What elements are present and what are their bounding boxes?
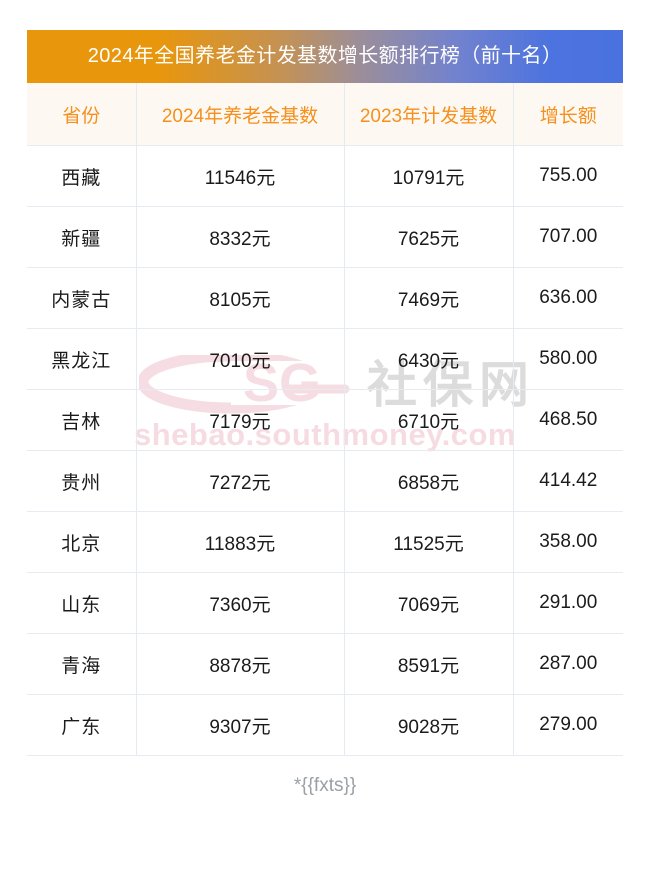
table-row: 青海 8878元 8591元 287.00: [27, 633, 623, 695]
cell-province: 西藏: [27, 145, 137, 207]
cell-base_2023: 8591元: [344, 633, 514, 695]
cell-growth: 414.42: [513, 450, 623, 512]
cell-base_2024: 8105元: [136, 267, 345, 329]
cell-base_2023: 7625元: [344, 206, 514, 268]
cell-base_2024: 7179元: [136, 389, 345, 451]
table-body: 西藏 11546元 10791元 755.00 新疆 8332元 7625元 707.00 内蒙…: [27, 145, 623, 756]
cell-growth: 279.00: [513, 694, 623, 756]
cell-province: 新疆: [27, 206, 137, 268]
table-row: 西藏 11546元 10791元 755.00: [27, 145, 623, 207]
table-row: 山东 7360元 7069元 291.00: [27, 572, 623, 634]
cell-growth: 755.00: [513, 145, 623, 207]
table-row: 广东 9307元 9028元 279.00: [27, 694, 623, 756]
column-header-province: 省份: [27, 83, 137, 146]
cell-base_2024: 7272元: [136, 450, 345, 512]
cell-growth: 580.00: [513, 328, 623, 390]
title-banner-row: 2024年全国养老金计发基数增长额排行榜（前十名）: [27, 30, 623, 83]
cell-province: 广东: [27, 694, 137, 756]
cell-province: 黑龙江: [27, 328, 137, 390]
ranking-table-container: 2024年全国养老金计发基数增长额排行榜（前十名） 省份 2024年养老金基数 …: [27, 30, 623, 756]
cell-base_2023: 6710元: [344, 389, 514, 451]
cell-base_2024: 7360元: [136, 572, 345, 634]
cell-province: 青海: [27, 633, 137, 695]
cell-base_2024: 9307元: [136, 694, 345, 756]
cell-province: 北京: [27, 511, 137, 573]
table-row: 北京 11883元 11525元 358.00: [27, 511, 623, 573]
cell-province: 山东: [27, 572, 137, 634]
cell-base_2023: 11525元: [344, 511, 514, 573]
cell-province: 内蒙古: [27, 267, 137, 329]
footer-note: *{{fxts}}: [293, 775, 357, 796]
cell-base_2023: 7069元: [344, 572, 514, 634]
column-header-base-2024: 2024年养老金基数: [136, 83, 345, 146]
cell-base_2023: 6858元: [344, 450, 514, 512]
cell-province: 贵州: [27, 450, 137, 512]
cell-growth: 636.00: [513, 267, 623, 329]
cell-base_2024: 7010元: [136, 328, 345, 390]
table-head: 2024年全国养老金计发基数增长额排行榜（前十名） 省份 2024年养老金基数 …: [27, 30, 623, 146]
cell-growth: 468.50: [513, 389, 623, 451]
cell-growth: 707.00: [513, 206, 623, 268]
cell-growth: 291.00: [513, 572, 623, 634]
table-row: 黑龙江 7010元 6430元 580.00: [27, 328, 623, 390]
cell-growth: 287.00: [513, 633, 623, 695]
table-row: 内蒙古 8105元 7469元 636.00: [27, 267, 623, 329]
table-row: 新疆 8332元 7625元 707.00: [27, 206, 623, 268]
cell-base_2024: 11546元: [136, 145, 345, 207]
table-row: 吉林 7179元 6710元 468.50: [27, 389, 623, 451]
table-title: 2024年全国养老金计发基数增长额排行榜（前十名）: [27, 30, 623, 83]
cell-province: 吉林: [27, 389, 137, 451]
column-header-growth: 增长额: [513, 83, 623, 146]
table-row: 贵州 7272元 6858元 414.42: [27, 450, 623, 512]
cell-base_2024: 11883元: [136, 511, 345, 573]
cell-base_2023: 7469元: [344, 267, 514, 329]
column-header-row: 省份 2024年养老金基数 2023年计发基数 增长额: [27, 83, 623, 146]
cell-base_2023: 6430元: [344, 328, 514, 390]
cell-base_2024: 8332元: [136, 206, 345, 268]
column-header-base-2023: 2023年计发基数: [344, 83, 514, 146]
cell-base_2023: 9028元: [344, 694, 514, 756]
cell-growth: 358.00: [513, 511, 623, 573]
cell-base_2023: 10791元: [344, 145, 514, 207]
pension-ranking-table: 2024年全国养老金计发基数增长额排行榜（前十名） 省份 2024年养老金基数 …: [27, 30, 623, 756]
cell-base_2024: 8878元: [136, 633, 345, 695]
